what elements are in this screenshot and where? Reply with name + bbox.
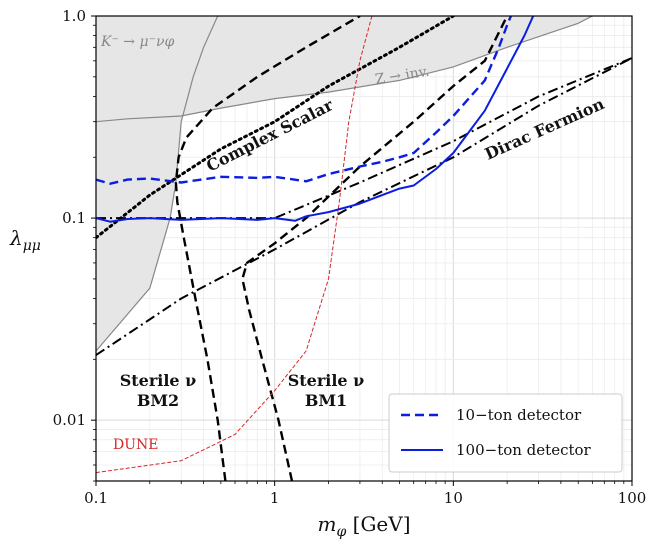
- curves: [96, 16, 632, 481]
- bound-curve-complex-scalar: [96, 16, 455, 240]
- series-line-100-ton-detector: [96, 16, 535, 223]
- y-tick-label: 1.0: [62, 7, 86, 25]
- x-axis-label-sub: φ: [336, 524, 346, 540]
- sterile-bm2-label-line1: Sterile ν: [120, 371, 197, 390]
- sterile-bm1-label-line2: BM1: [305, 391, 347, 410]
- y-tick-label: 0.1: [62, 209, 86, 227]
- dune-label: DUNE: [113, 437, 159, 453]
- x-axis-label-main: m: [318, 512, 337, 536]
- shaded-region-z-bound: [96, 16, 593, 122]
- sterile-bm2-label-line2: BM2: [137, 391, 179, 410]
- y-axis-label-sub: μμ: [23, 238, 41, 254]
- bound-curve-sterile-bm2: [174, 16, 361, 481]
- bound-curve-dirac-fermion: [96, 57, 632, 220]
- series-line-10-ton-detector: [96, 16, 513, 185]
- k-decay-label: K⁻ → μ⁻νφ: [100, 34, 174, 50]
- y-axis-label: λμμ: [9, 226, 41, 254]
- x-tick-label: 100: [618, 489, 647, 507]
- legend-box: [388, 393, 623, 473]
- legend: 10−ton detector 100−ton detector: [388, 393, 623, 473]
- sterile-bm1-label-line1: Sterile ν: [288, 371, 365, 390]
- axis-ticks: 0.1 1 10 100 0.01 0.1 1.0: [53, 7, 647, 507]
- y-tick-label: 0.01: [53, 411, 86, 429]
- x-axis-label-unit: [GeV]: [346, 512, 410, 536]
- y-axis-label-main: λ: [9, 226, 23, 250]
- shaded-regions: [96, 16, 593, 352]
- region-edge-k-bound: [96, 16, 219, 352]
- plot-frame: [95, 15, 633, 482]
- x-tick-label: 1: [270, 489, 280, 507]
- legend-label-10-ton: 10−ton detector: [456, 406, 582, 424]
- legend-label-100-ton: 100−ton detector: [456, 441, 592, 459]
- x-axis-label: mφ [GeV]: [318, 512, 411, 540]
- x-tick-label: 0.1: [84, 489, 108, 507]
- x-tick-label: 10: [444, 489, 463, 507]
- bound-curve-dirac-fermion-lower: [96, 57, 632, 356]
- bound-curve-dune: [96, 16, 373, 474]
- bound-curve-sterile-bm1: [241, 16, 509, 481]
- region-edge-z-bound: [96, 16, 593, 123]
